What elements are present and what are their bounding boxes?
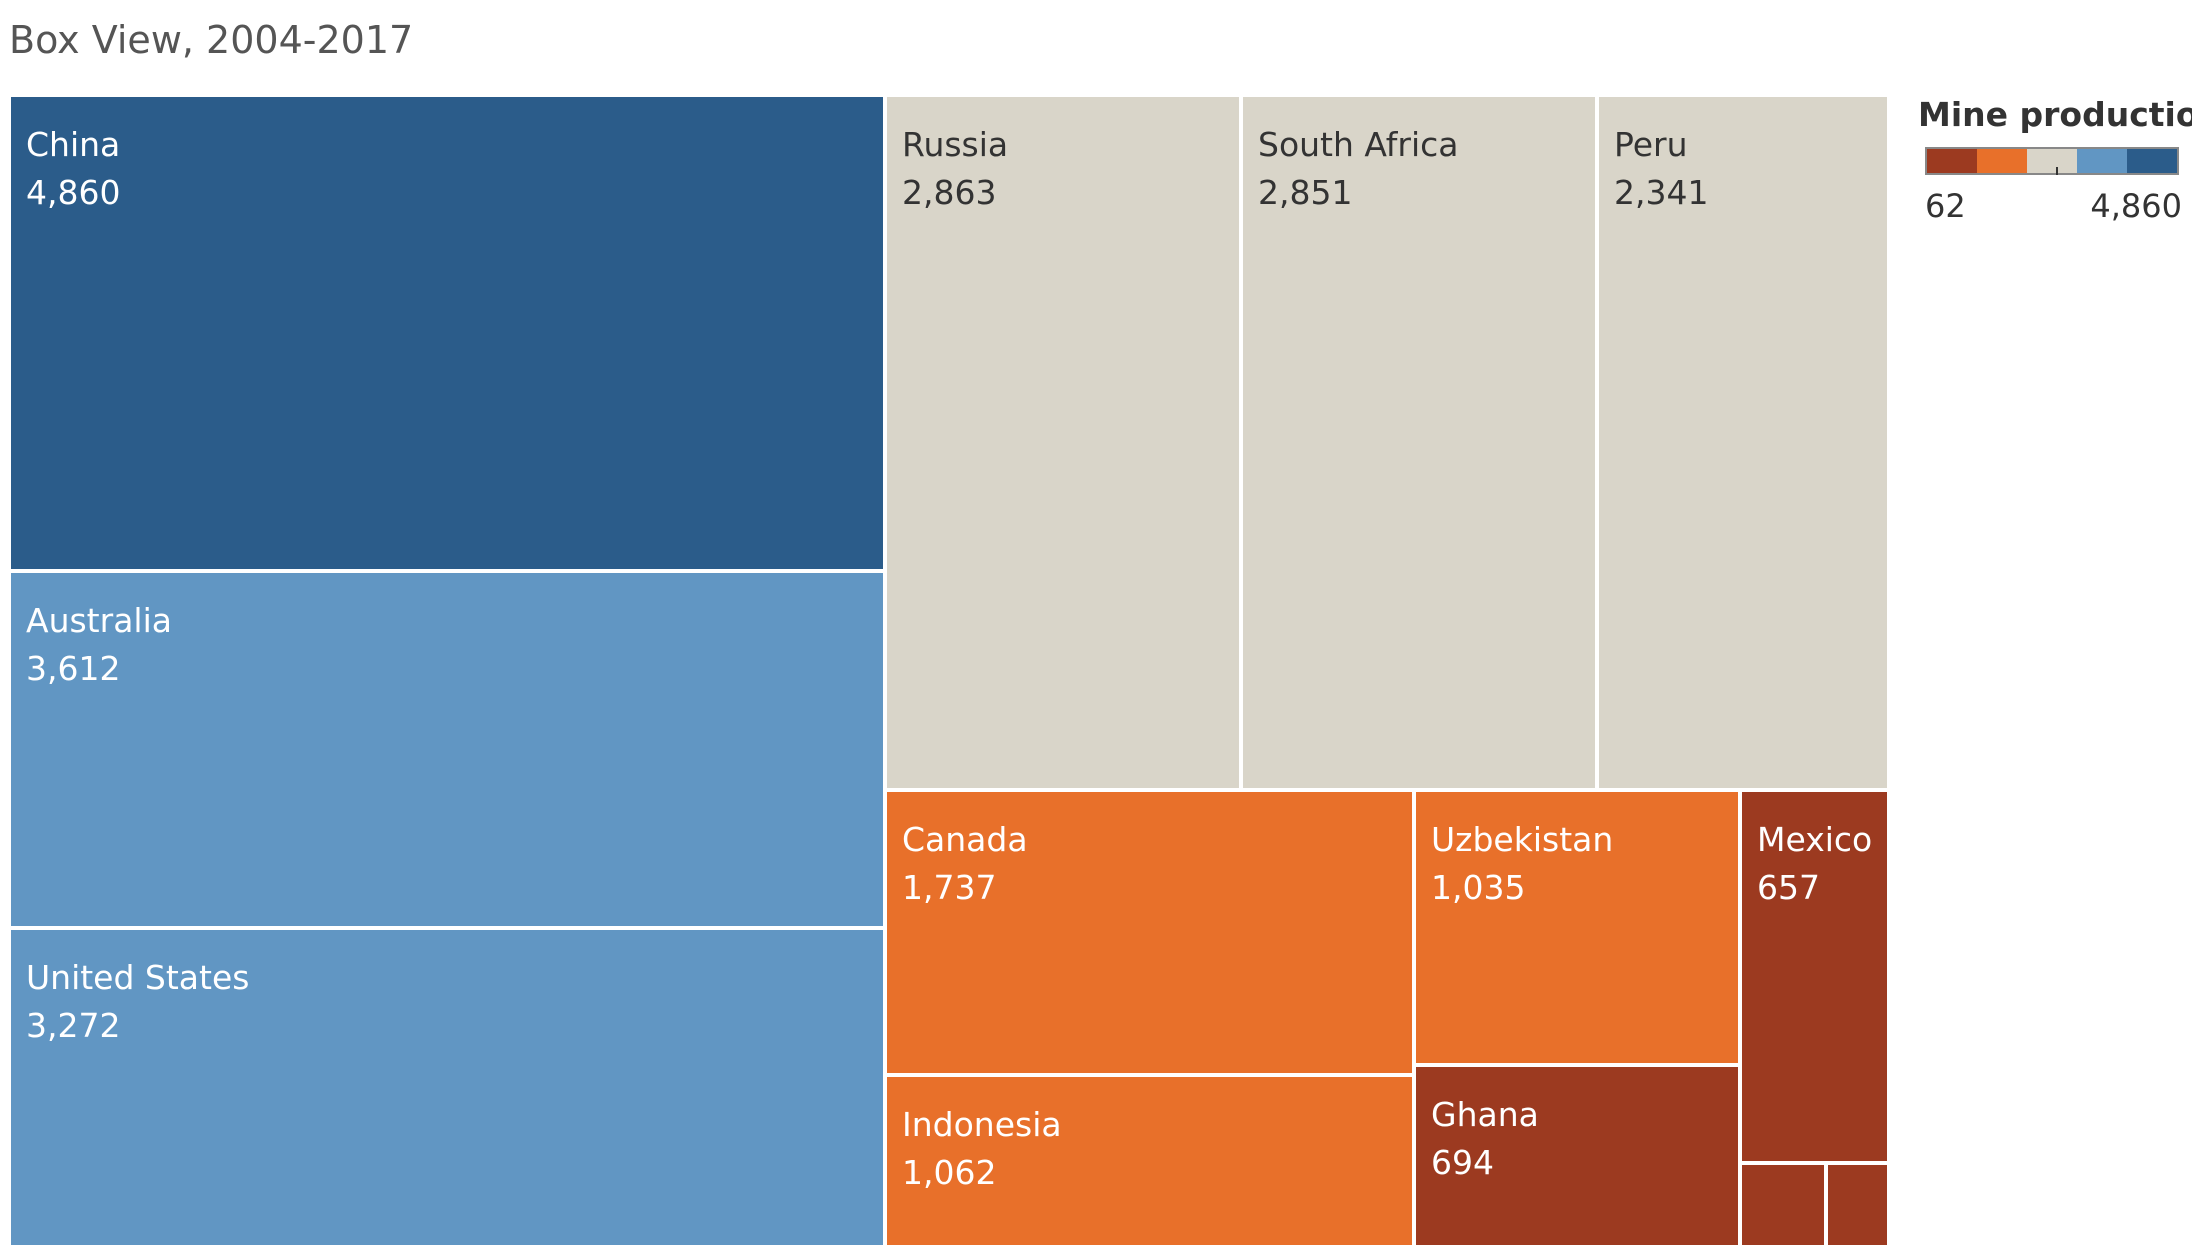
legend-title: Mine production <box>1918 95 2192 134</box>
tile-label: Peru 2,341 <box>1614 121 1708 217</box>
tile-name: South Africa <box>1258 125 1459 164</box>
tile-value: 3,612 <box>26 649 121 688</box>
treemap-tile-united-states[interactable]: United States 3,272 <box>9 928 885 1247</box>
legend-swatch-4 <box>2127 149 2177 173</box>
tile-value: 1,035 <box>1431 868 1526 907</box>
tile-label: South Africa 2,851 <box>1258 121 1459 217</box>
treemap-tile-south-africa[interactable]: South Africa 2,851 <box>1241 95 1597 790</box>
treemap-tile-indonesia[interactable]: Indonesia 1,062 <box>885 1075 1414 1247</box>
color-legend: Mine production 62 4,860 <box>1915 95 2192 235</box>
tile-name: Ghana <box>1431 1095 1539 1134</box>
tile-label: Ghana 694 <box>1431 1091 1539 1187</box>
tile-value: 657 <box>1757 868 1820 907</box>
tile-value: 3,272 <box>26 1006 121 1045</box>
tile-value: 2,863 <box>902 173 997 212</box>
treemap-tile-canada[interactable]: Canada 1,737 <box>885 790 1414 1075</box>
tile-name: China <box>26 125 121 164</box>
tile-name: Mexico <box>1757 820 1873 859</box>
tile-value: 2,341 <box>1614 173 1709 212</box>
tile-label: Russia 2,863 <box>902 121 1008 217</box>
tile-name: United States <box>26 958 250 997</box>
legend-color-bar <box>1925 147 2179 175</box>
tile-value: 694 <box>1431 1143 1494 1182</box>
legend-swatch-2 <box>2027 149 2077 173</box>
tile-label: Canada 1,737 <box>902 816 1028 912</box>
treemap-tile-mexico[interactable]: Mexico 657 <box>1740 790 1889 1163</box>
legend-tick <box>2056 167 2058 175</box>
legend-swatch-0 <box>1927 149 1977 173</box>
legend-swatch-3 <box>2077 149 2127 173</box>
tile-name: Peru <box>1614 125 1688 164</box>
tile-name: Uzbekistan <box>1431 820 1614 859</box>
treemap-tile-russia[interactable]: Russia 2,863 <box>885 95 1241 790</box>
treemap-tile-australia[interactable]: Australia 3,612 <box>9 571 885 928</box>
tile-value: 4,860 <box>26 173 121 212</box>
tile-name: Canada <box>902 820 1028 859</box>
tile-label: United States 3,272 <box>26 954 249 1050</box>
treemap-tile-china[interactable]: China 4,860 <box>9 95 885 571</box>
tile-label: Indonesia 1,062 <box>902 1101 1062 1197</box>
tile-value: 1,737 <box>902 868 997 907</box>
tile-value: 1,062 <box>902 1153 997 1192</box>
tile-label: Australia 3,612 <box>26 597 172 693</box>
tile-label: China 4,860 <box>26 121 120 217</box>
tile-name: Indonesia <box>902 1105 1062 1144</box>
tile-value: 2,851 <box>1258 173 1353 212</box>
legend-swatch-1 <box>1977 149 2027 173</box>
tile-label: Uzbekistan 1,035 <box>1431 816 1613 912</box>
treemap-tile-unlabeled-12[interactable] <box>1826 1163 1889 1247</box>
treemap-tile-ghana[interactable]: Ghana 694 <box>1414 1065 1740 1247</box>
treemap-tile-uzbekistan[interactable]: Uzbekistan 1,035 <box>1414 790 1740 1065</box>
treemap: China 4,860 Australia 3,612 United States 3,2… <box>9 95 1889 1247</box>
legend-min-label: 62 <box>1925 187 1966 225</box>
tile-label: Mexico 657 <box>1757 816 1872 912</box>
tile-name: Russia <box>902 125 1009 164</box>
treemap-tile-peru[interactable]: Peru 2,341 <box>1597 95 1889 790</box>
tile-name: Australia <box>26 601 172 640</box>
legend-max-label: 4,860 <box>2090 187 2182 225</box>
treemap-tile-unlabeled-11[interactable] <box>1740 1163 1826 1247</box>
chart-title: Box View, 2004-2017 <box>9 18 414 62</box>
